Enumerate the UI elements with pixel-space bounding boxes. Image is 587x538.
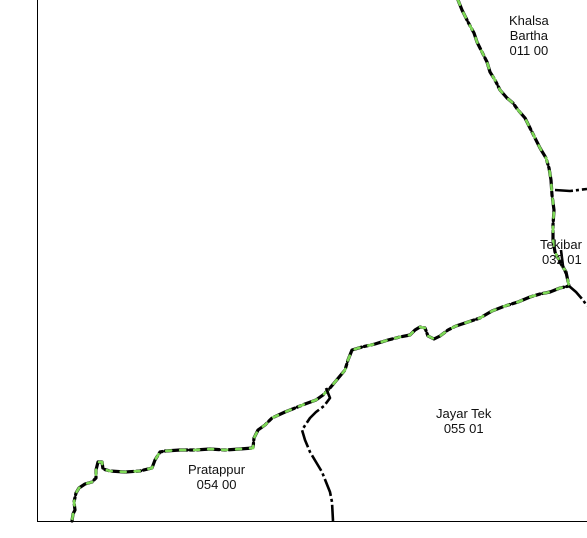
village-label-jayar-tek: Jayar Tek 055 01 — [436, 406, 491, 436]
map-frame — [37, 0, 587, 522]
village-label-pratappur: Pratappur 054 00 — [188, 462, 245, 492]
village-code: 054 00 — [196, 477, 237, 492]
village-boundaries — [300, 187, 587, 522]
boundary-tekibar-stub — [559, 249, 568, 275]
village-label-tekibar: Tekibar 032 01 — [540, 237, 582, 267]
village-code: 055 01 — [443, 421, 484, 436]
village-code: 032 01 — [542, 252, 582, 267]
village-name: Khalsa — [509, 13, 549, 28]
boundary-jayar-tek-pratappur — [300, 387, 335, 522]
village-code: 011 00 — [509, 43, 549, 58]
boundary-tekibar-east — [554, 187, 587, 193]
village-name: Jayar Tek — [436, 406, 492, 421]
village-name-line2: Bartha — [509, 28, 549, 43]
village-label-khalsa-bartha: Khalsa Bartha 011 00 — [509, 13, 549, 58]
village-name: Tekibar — [540, 237, 582, 252]
village-name: Pratappur — [188, 462, 246, 477]
highlighted-boundary — [70, 0, 571, 523]
boundary-tekibar-southeast — [568, 285, 587, 307]
